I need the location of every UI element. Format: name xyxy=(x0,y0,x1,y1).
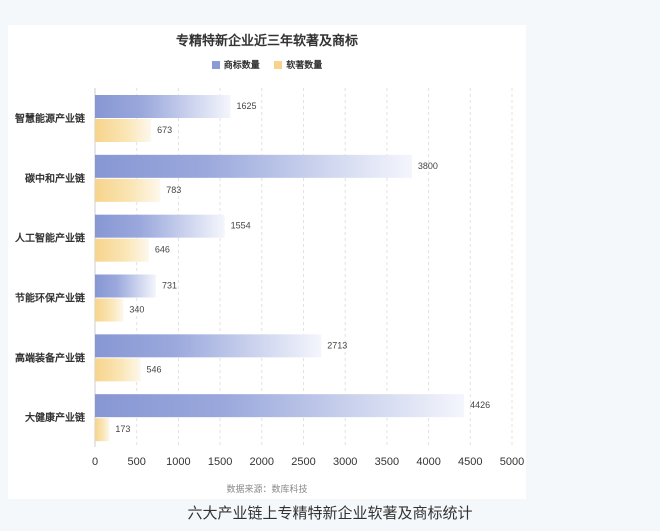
x-tick-label: 3000 xyxy=(333,456,357,468)
x-tick-label: 3500 xyxy=(375,456,399,468)
category-label: 大健康产业链 xyxy=(25,411,86,424)
data-label: 2713 xyxy=(327,340,347,350)
bar-trademark[interactable] xyxy=(95,154,412,178)
x-tick-label: 1500 xyxy=(208,456,232,468)
data-label: 546 xyxy=(147,364,162,374)
legend-swatch-software xyxy=(274,61,283,69)
chart-title: 专精特新企业近三年软著及商标 xyxy=(175,33,358,48)
legend-label-trademark: 商标数量 xyxy=(223,60,260,70)
legend-item-software[interactable]: 软著数量 xyxy=(274,58,322,71)
x-tick-label: 0 xyxy=(92,456,98,468)
bar-trademark[interactable] xyxy=(95,95,231,118)
data-label: 646 xyxy=(155,245,170,255)
legend-item-trademark[interactable]: 商标数量 xyxy=(211,58,260,71)
category-label: 节能环保产业链 xyxy=(15,291,86,304)
chart-card xyxy=(8,25,526,499)
bar-software[interactable] xyxy=(95,358,141,382)
category-label: 碳中和产业链 xyxy=(25,172,86,185)
data-source: 数据来源：数库科技 xyxy=(226,484,308,494)
x-tick-label: 4000 xyxy=(416,456,440,468)
category-label: 高端装备产业链 xyxy=(15,351,86,364)
figure-caption: 六大产业链上专精特新企业软著及商标统计 xyxy=(187,505,473,522)
data-label: 3800 xyxy=(418,161,438,171)
data-label: 340 xyxy=(129,305,144,315)
bar-software[interactable] xyxy=(95,238,149,262)
x-tick-label: 2000 xyxy=(250,456,274,468)
bar-trademark[interactable] xyxy=(95,214,225,238)
bar-software[interactable] xyxy=(95,298,124,322)
data-label: 731 xyxy=(162,281,177,291)
x-tick-label: 5000 xyxy=(500,456,524,468)
x-tick-label: 4500 xyxy=(458,456,482,468)
data-label: 1625 xyxy=(237,101,257,111)
category-label: 智慧能源产业链 xyxy=(15,112,86,125)
bar-trademark[interactable] xyxy=(95,394,465,418)
data-label: 673 xyxy=(157,125,172,135)
bar-software[interactable] xyxy=(95,178,161,202)
data-label: 1554 xyxy=(231,221,251,231)
data-label: 783 xyxy=(166,185,181,195)
legend-swatch-trademark xyxy=(211,61,220,69)
bar-trademark[interactable] xyxy=(95,274,156,298)
x-tick-label: 2500 xyxy=(291,456,315,468)
bar-software[interactable] xyxy=(95,119,152,142)
bar-software[interactable] xyxy=(95,418,110,442)
category-label: 人工智能产业链 xyxy=(15,232,86,245)
bar-trademark[interactable] xyxy=(95,334,322,358)
legend: 商标数量 软著数量 xyxy=(8,58,526,71)
data-label: 4426 xyxy=(470,400,490,410)
x-tick-label: 1000 xyxy=(166,456,190,468)
data-label: 173 xyxy=(115,424,130,434)
x-tick-label: 500 xyxy=(128,456,146,468)
legend-label-software: 软著数量 xyxy=(286,60,323,70)
